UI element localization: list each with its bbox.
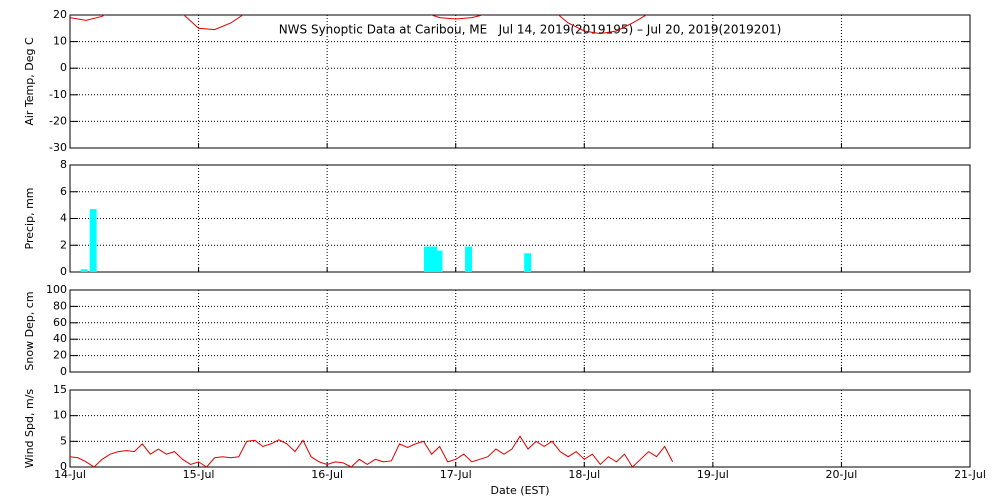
y-tick-label: 5 <box>60 434 67 447</box>
data-line <box>70 435 674 467</box>
y-tick-label: 8 <box>60 158 67 171</box>
x-tick-label: 21-Jul <box>954 468 986 481</box>
x-axis-label: Date (EST) <box>490 484 549 497</box>
y-axis-label: Wind Spd, m/s <box>23 389 36 469</box>
plot-area <box>70 435 674 467</box>
plot-frame <box>69 289 971 373</box>
y-tick-label: 100 <box>46 283 67 296</box>
y-tick-label: 0 <box>60 61 67 74</box>
bar <box>524 253 532 272</box>
y-tick-label: 80 <box>53 299 67 312</box>
y-axis-label: Snow Dep, cm <box>23 291 36 370</box>
plot-area <box>70 15 648 35</box>
y-tick-label: 15 <box>53 383 67 396</box>
x-tick-label: 15-Jul <box>183 468 215 481</box>
y-tick-label: 0 <box>60 365 67 378</box>
plot-area <box>80 209 532 272</box>
x-tick-label: 14-Jul <box>54 468 86 481</box>
plot-frame <box>69 14 971 149</box>
bar <box>430 246 438 272</box>
bar <box>435 250 443 272</box>
y-axis-label: Precip, mm <box>23 188 36 250</box>
y-tick-label: 10 <box>53 409 67 422</box>
y-tick-label: 0 <box>60 460 67 473</box>
y-tick-label: 20 <box>53 8 67 21</box>
y-tick-label: -20 <box>49 114 67 127</box>
x-tick-label: 18-Jul <box>568 468 600 481</box>
bar <box>89 209 97 272</box>
y-tick-label: 4 <box>60 212 67 225</box>
plot-frame <box>69 389 971 468</box>
y-tick-label: -10 <box>49 88 67 101</box>
y-tick-label: 20 <box>53 349 67 362</box>
chart-title: NWS Synoptic Data at Caribou, ME Jul 14,… <box>279 23 782 37</box>
bar <box>465 246 473 272</box>
y-tick-label: 10 <box>53 35 67 48</box>
plot-frame <box>69 164 971 273</box>
bar <box>423 246 431 272</box>
x-tick-label: 19-Jul <box>697 468 729 481</box>
y-tick-label: 6 <box>60 185 67 198</box>
y-tick-label: -30 <box>49 141 67 154</box>
x-tick-label: 16-Jul <box>311 468 343 481</box>
y-tick-label: 40 <box>53 332 67 345</box>
x-tick-label: 17-Jul <box>440 468 472 481</box>
y-axis-label: Air Temp, Deg C <box>23 37 36 126</box>
y-tick-label: 2 <box>60 238 67 251</box>
y-tick-label: 60 <box>53 316 67 329</box>
bar <box>80 269 88 272</box>
data-line <box>70 15 648 35</box>
y-tick-label: 0 <box>60 265 67 278</box>
x-tick-label: 20-Jul <box>825 468 857 481</box>
